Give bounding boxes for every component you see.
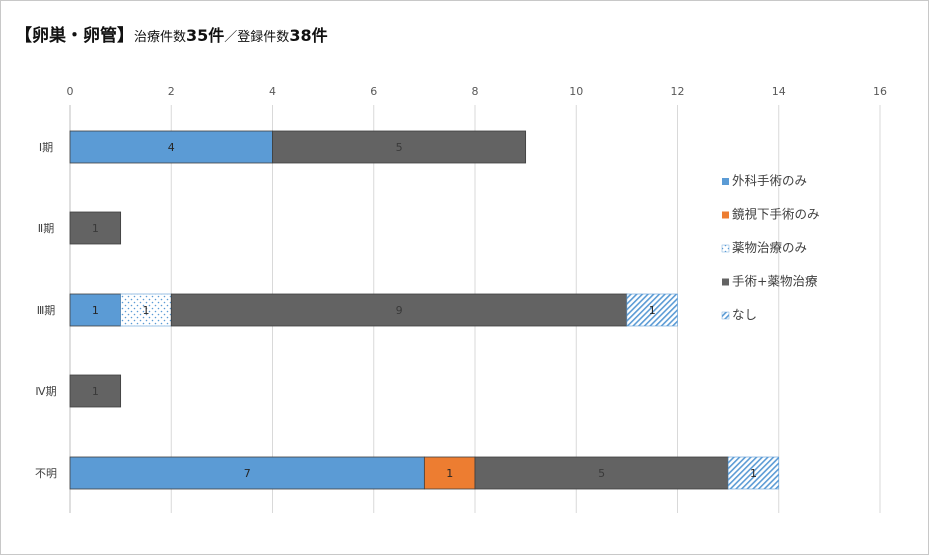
data-label: 1 — [750, 467, 757, 480]
data-label: 1 — [446, 467, 453, 480]
bars-layer: 4 5 1 1 1 9 1 1 7 1 5 1 — [69, 130, 780, 490]
title-registration-label: ／登録件数 — [224, 30, 290, 45]
x-tick-label: 10 — [569, 85, 583, 98]
bar-segment — [69, 293, 122, 327]
data-label: 7 — [244, 467, 251, 480]
legend-label: 外科手術のみ — [732, 173, 807, 188]
x-tick-label: 0 — [67, 85, 74, 98]
x-tick-label: 14 — [772, 85, 786, 98]
bar-segment — [69, 130, 273, 164]
x-tick-label: 2 — [168, 85, 175, 98]
category-label: Ⅱ期 — [38, 222, 54, 235]
category-label: Ⅳ期 — [35, 385, 56, 398]
x-tick-label: 4 — [269, 85, 276, 98]
legend-swatch — [722, 211, 729, 219]
title-registration-count: 38件 — [289, 26, 328, 45]
title-treatment-count: 35件 — [186, 26, 225, 45]
legend-label: 鏡視下手術のみ — [732, 207, 820, 222]
data-label: 4 — [168, 141, 175, 154]
data-label: 1 — [92, 385, 99, 398]
legend-swatch — [722, 278, 729, 286]
bar-segment — [272, 130, 527, 164]
bar-segment — [727, 456, 780, 490]
bar-segment — [69, 211, 122, 245]
x-tick-label: 16 — [873, 85, 887, 98]
data-label: 1 — [92, 304, 99, 317]
data-label: 1 — [649, 304, 656, 317]
x-tick-label: 12 — [671, 85, 685, 98]
category-label: 不明 — [35, 467, 57, 480]
data-label: 1 — [142, 304, 149, 317]
data-label: 5 — [598, 467, 605, 480]
title-treatment-label: 治療件数 — [134, 30, 187, 45]
legend-swatch — [721, 311, 730, 320]
bar-segment — [69, 374, 122, 408]
category-label: Ⅲ期 — [37, 304, 56, 317]
legend-label: なし — [732, 307, 757, 322]
legend-label: 手術+薬物治療 — [732, 274, 818, 289]
title-main: 【卵巣・卵管】 — [15, 26, 134, 46]
data-label: 9 — [396, 304, 403, 317]
legend-swatch — [722, 178, 729, 185]
data-label: 1 — [92, 222, 99, 235]
data-label: 5 — [396, 141, 403, 154]
bar-segment — [626, 293, 678, 327]
x-tick-label: 8 — [472, 85, 479, 98]
legend-label: 薬物治療のみ — [732, 240, 807, 255]
bar-segment — [474, 456, 729, 490]
category-label: Ⅰ期 — [39, 141, 53, 154]
chart-title: 【卵巣・卵管】治療件数35件／登録件数38件 — [15, 21, 328, 46]
x-tick-label: 6 — [370, 85, 377, 98]
bar-segment — [423, 456, 476, 490]
legend-swatch — [721, 244, 730, 253]
bar-segment — [170, 293, 628, 327]
